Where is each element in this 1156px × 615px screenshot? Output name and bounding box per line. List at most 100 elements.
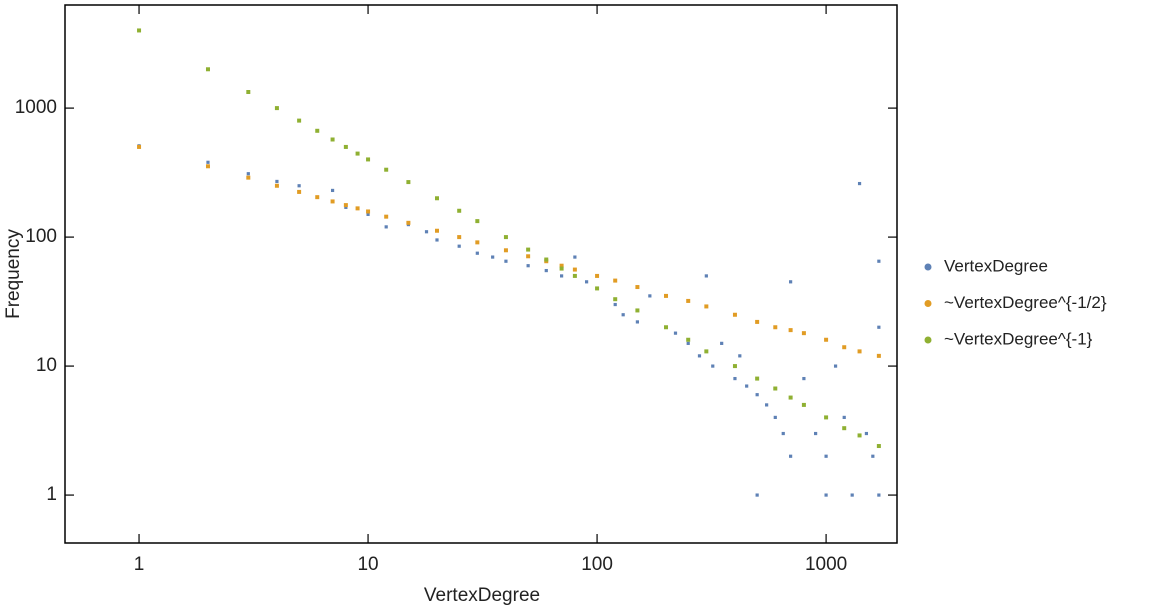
point bbox=[491, 255, 495, 259]
point bbox=[475, 240, 480, 245]
point bbox=[801, 331, 806, 336]
point bbox=[406, 220, 411, 225]
point bbox=[704, 349, 709, 354]
point bbox=[876, 444, 881, 449]
point bbox=[789, 454, 793, 458]
point bbox=[773, 325, 778, 330]
point bbox=[559, 266, 564, 271]
point bbox=[330, 188, 335, 193]
point bbox=[366, 209, 371, 214]
point bbox=[733, 376, 737, 381]
point bbox=[572, 273, 577, 278]
legend-marker bbox=[924, 300, 932, 307]
point bbox=[246, 90, 251, 95]
point bbox=[788, 328, 793, 333]
point bbox=[635, 285, 640, 290]
point bbox=[864, 431, 869, 436]
x-tick-label: 1000 bbox=[805, 554, 847, 575]
point bbox=[824, 415, 829, 420]
point bbox=[755, 376, 760, 381]
point bbox=[833, 364, 838, 368]
point bbox=[876, 353, 881, 358]
point bbox=[842, 426, 847, 431]
point bbox=[572, 267, 577, 272]
point bbox=[648, 294, 652, 298]
point bbox=[559, 274, 564, 278]
point bbox=[871, 454, 875, 458]
point bbox=[384, 214, 389, 219]
point bbox=[343, 203, 348, 208]
y-tick-label: 10 bbox=[36, 355, 57, 376]
point bbox=[475, 219, 480, 224]
point bbox=[697, 354, 702, 358]
point bbox=[206, 160, 210, 164]
point bbox=[595, 273, 600, 278]
point bbox=[686, 337, 691, 342]
point bbox=[343, 144, 348, 149]
point bbox=[842, 345, 847, 350]
point bbox=[205, 164, 210, 169]
point bbox=[745, 384, 749, 388]
point bbox=[850, 493, 854, 497]
point bbox=[544, 257, 549, 262]
point bbox=[755, 493, 759, 497]
point bbox=[686, 298, 691, 303]
point bbox=[544, 268, 548, 273]
point bbox=[274, 183, 279, 188]
point bbox=[711, 364, 715, 368]
point bbox=[344, 205, 348, 209]
point bbox=[664, 325, 669, 330]
point bbox=[789, 280, 793, 284]
point bbox=[384, 167, 389, 172]
legend-marker bbox=[924, 263, 932, 271]
point bbox=[503, 235, 508, 240]
y-tick-label: 100 bbox=[25, 226, 57, 247]
point bbox=[315, 195, 320, 200]
point bbox=[814, 431, 818, 436]
point bbox=[686, 341, 690, 345]
point bbox=[330, 137, 335, 142]
point bbox=[355, 206, 360, 211]
point bbox=[732, 312, 737, 317]
point bbox=[424, 230, 429, 234]
point bbox=[366, 157, 371, 162]
point bbox=[788, 395, 793, 400]
point bbox=[755, 393, 759, 397]
point bbox=[503, 248, 508, 253]
point bbox=[613, 297, 618, 302]
plot-frame bbox=[64, 4, 898, 544]
point bbox=[355, 151, 360, 156]
point bbox=[457, 244, 461, 248]
point bbox=[613, 278, 618, 283]
point bbox=[297, 189, 302, 194]
point bbox=[457, 235, 462, 240]
point bbox=[384, 225, 388, 229]
point bbox=[765, 403, 769, 407]
point bbox=[877, 493, 881, 497]
point bbox=[274, 106, 279, 111]
point bbox=[857, 433, 862, 438]
point bbox=[137, 28, 142, 33]
point bbox=[704, 304, 709, 309]
point bbox=[435, 238, 439, 242]
point bbox=[315, 128, 320, 133]
point bbox=[457, 208, 462, 213]
point bbox=[877, 325, 881, 329]
point bbox=[824, 337, 829, 342]
point bbox=[755, 319, 760, 324]
point bbox=[802, 376, 806, 381]
point bbox=[297, 118, 302, 123]
point bbox=[434, 228, 439, 233]
point bbox=[673, 331, 678, 335]
point bbox=[205, 67, 210, 72]
point bbox=[330, 199, 335, 204]
legend-label: ~VertexDegree^{-1} bbox=[944, 329, 1093, 348]
y-axis-label: Frequency bbox=[3, 229, 24, 319]
point bbox=[526, 247, 531, 252]
point bbox=[526, 254, 531, 259]
x-tick-label: 10 bbox=[357, 554, 378, 575]
point bbox=[246, 175, 251, 180]
point bbox=[635, 308, 640, 313]
point bbox=[738, 354, 742, 358]
point bbox=[584, 280, 589, 284]
